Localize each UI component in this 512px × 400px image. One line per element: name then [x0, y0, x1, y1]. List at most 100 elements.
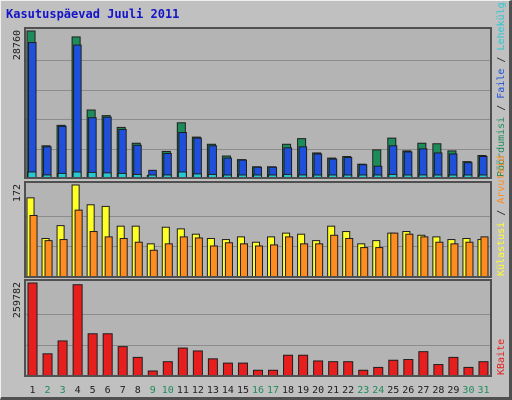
bar-sites-day-2 — [44, 240, 53, 278]
panel-bottom-border — [24, 279, 492, 377]
bar-files-day-5 — [88, 117, 97, 179]
bar-files-day-13 — [208, 145, 217, 179]
bar-kbytes-day-27 — [418, 351, 429, 377]
bar-files-day-8 — [133, 144, 142, 179]
x-tick-label: 6 — [105, 385, 111, 396]
x-tick-label: 1 — [30, 385, 36, 396]
bar-sites-day-20 — [315, 243, 324, 278]
bar-kbytes-day-3 — [57, 340, 68, 377]
bar-kbytes-day-19 — [298, 354, 309, 377]
bar-sites-day-21 — [330, 234, 339, 278]
bar-kbytes-day-1 — [27, 282, 38, 377]
bar-files-day-27 — [418, 148, 428, 179]
legend-item-0: KBaite — [496, 339, 507, 375]
x-tick-label: 4 — [75, 385, 81, 396]
x-tick-label: 25 — [387, 385, 399, 396]
bar-kbytes-day-11 — [177, 347, 188, 377]
bar-files-day-3 — [58, 125, 67, 179]
panel-bottom-ytick-label: 259782 — [12, 282, 23, 318]
panel-bottom: 259782 KBaite — [12, 279, 507, 377]
bar-kbytes-day-12 — [192, 350, 203, 377]
x-tick-label: 15 — [237, 385, 249, 396]
x-tick-label: 17 — [267, 385, 279, 396]
bar-files-day-29 — [448, 153, 458, 179]
bar-files-day-1 — [28, 42, 37, 179]
bar-sites-day-4 — [74, 209, 83, 278]
bar-sites-day-31 — [480, 236, 489, 278]
bar-sites-day-10 — [164, 243, 173, 278]
bar-kbytes-day-13 — [207, 358, 218, 377]
x-tick-label: 3 — [60, 385, 66, 396]
bar-sites-day-12 — [194, 237, 203, 278]
bar-kbytes-day-30 — [463, 366, 474, 377]
x-tick-label: 27 — [417, 385, 429, 396]
x-tick-label: 7 — [120, 385, 126, 396]
bar-sites-day-23 — [360, 247, 369, 278]
x-tick-label: 16 — [252, 385, 264, 396]
bar-kbytes-day-10 — [162, 361, 173, 377]
legend-item-2: Faile — [496, 69, 507, 99]
bar-kbytes-day-26 — [403, 359, 414, 377]
bar-sites-day-16 — [254, 245, 264, 278]
bar-sites-day-7 — [119, 237, 128, 278]
bar-files-day-20 — [313, 153, 323, 179]
bar-files-day-6 — [103, 116, 112, 179]
bar-sites-day-29 — [450, 243, 459, 278]
panel-middle-border — [24, 181, 492, 278]
x-tick-label: 19 — [297, 385, 309, 396]
bar-sites-day-18 — [285, 236, 294, 278]
x-tick-label: 20 — [312, 385, 324, 396]
bar-kbytes-day-14 — [222, 362, 233, 377]
bar-sites-day-28 — [435, 241, 444, 278]
bar-sites-day-8 — [134, 241, 143, 278]
bar-kbytes-day-18 — [283, 354, 294, 377]
x-tick-label: 9 — [150, 385, 156, 396]
panel-middle-ytick-label: 172 — [12, 184, 23, 202]
bar-kbytes-day-20 — [313, 360, 324, 377]
x-tick-label: 8 — [135, 385, 141, 396]
bar-kbytes-day-15 — [237, 362, 248, 377]
bar-kbytes-day-24 — [373, 366, 384, 377]
x-tick-label: 14 — [222, 385, 234, 396]
bar-files-day-12 — [193, 137, 202, 179]
x-tick-label: 18 — [282, 385, 294, 396]
bar-kbytes-day-31 — [478, 361, 489, 377]
bar-files-day-7 — [118, 128, 127, 179]
bar-kbytes-day-29 — [448, 356, 459, 377]
panel-top-border — [24, 27, 492, 179]
x-tick-label: 24 — [372, 385, 384, 396]
bar-kbytes-day-2 — [42, 353, 53, 377]
legend-item-0: Pöördumisi — [496, 117, 507, 177]
panel-top-ytick-label: 28760 — [12, 30, 23, 60]
bar-sites-day-30 — [465, 241, 474, 278]
bar-files-day-2 — [43, 146, 52, 179]
bar-kbytes-day-6 — [102, 333, 113, 377]
x-tick-label: 28 — [432, 385, 444, 396]
legend-item-0: Külastusi — [496, 222, 507, 276]
bar-sites-day-27 — [420, 236, 429, 278]
panel-bottom-legend: KBaite — [496, 339, 507, 375]
bar-sites-day-13 — [209, 245, 218, 278]
panel-top-legend: Pöördumisi / Faile / Lehekülgi — [496, 1, 507, 177]
bar-kbytes-day-8 — [132, 356, 143, 377]
bar-kbytes-day-7 — [117, 346, 128, 377]
bar-kbytes-day-5 — [87, 333, 98, 377]
x-axis-labels: 1 2 3 4 5 6 7 8 9 10 11 12 13 14 15 16 17 18 19 20 21 22 23 24 2… — [30, 385, 490, 396]
bar-files-day-28 — [433, 152, 443, 179]
bar-sites-day-1 — [29, 214, 38, 278]
bar-kbytes-day-4 — [72, 284, 83, 377]
bar-sites-day-6 — [104, 236, 113, 278]
bar-files-day-19 — [298, 146, 308, 179]
x-tick-label: 2 — [45, 385, 51, 396]
legend-item-4: Lehekülgi — [496, 1, 507, 51]
bar-sites-day-3 — [59, 239, 68, 278]
chart-title: Kasutuspäevad Juuli 2011 — [6, 7, 180, 21]
bar-kbytes-day-22 — [343, 361, 354, 377]
x-tick-label: 13 — [207, 385, 219, 396]
bar-sites-day-24 — [375, 247, 384, 278]
bar-files-day-25 — [388, 145, 398, 179]
bar-sites-day-22 — [345, 237, 354, 278]
bar-files-day-10 — [163, 152, 172, 179]
bar-kbytes-day-21 — [328, 361, 339, 377]
